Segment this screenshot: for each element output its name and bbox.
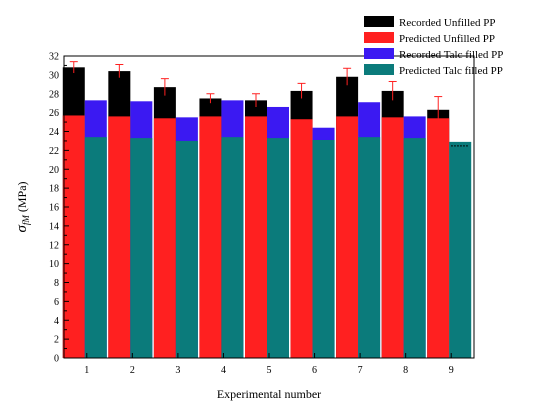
x-tick-label: 4 [221, 365, 226, 376]
y-tick-label: 6 [54, 297, 59, 308]
legend-label: Predicted Unfilled PP [399, 33, 495, 45]
y-tick-label: 18 [49, 184, 59, 195]
bar-predicted-unfilled [336, 116, 359, 359]
legend: Recorded Unfilled PP Predicted Unfilled P… [364, 16, 503, 77]
y-axis-title: σfM (MPa) [14, 181, 31, 232]
error-bars-layer [69, 61, 443, 124]
y-tick-label: 28 [49, 89, 59, 100]
y-tick-label: 32 [49, 52, 59, 63]
bar-predicted-talc [267, 138, 289, 358]
x-tick-label: 6 [312, 365, 317, 376]
bar-predicted-talc [358, 137, 381, 358]
x-tick-label: 1 [84, 365, 89, 376]
legend-label: Recorded Unfilled PP [399, 17, 496, 29]
legend-swatch [364, 32, 394, 43]
legend-label: Predicted Talc filled PP [399, 65, 503, 77]
x-tick-label: 3 [175, 365, 180, 376]
y-tick-label: 4 [54, 316, 59, 327]
bar-predicted-talc [175, 140, 198, 358]
y-tick-label: 26 [49, 108, 59, 119]
bar-predicted-talc [221, 137, 244, 358]
legend-swatch [364, 16, 394, 27]
bar-predicted-talc [84, 137, 107, 358]
bar-predicted-unfilled [427, 118, 450, 358]
x-axis-title: Experimental number [217, 387, 321, 401]
bar-predicted-unfilled [108, 116, 131, 359]
y-tick-label: 14 [49, 221, 59, 232]
bar-predicted-unfilled [245, 116, 267, 359]
y-tick-label: 30 [49, 70, 59, 81]
bar-predicted-unfilled [381, 117, 404, 358]
y-axis-title-symbol: σ [14, 225, 30, 233]
y-tick-label: 16 [49, 203, 59, 214]
y-tick-label: 2 [54, 335, 59, 346]
y-tick-label: 24 [49, 127, 59, 138]
y-tick-label: 12 [49, 240, 59, 251]
x-tick-label: 9 [449, 365, 454, 376]
legend-label: Recorded Talc filled PP [399, 49, 503, 61]
y-tick-label: 0 [54, 354, 59, 365]
bar-predicted-talc [312, 139, 335, 358]
bar-predicted-talc [130, 138, 153, 358]
y-tick-label: 20 [49, 165, 59, 176]
x-tick-label: 2 [130, 365, 135, 376]
legend-swatch [364, 48, 394, 59]
y-tick-label: 22 [49, 146, 59, 157]
bar-predicted-unfilled [62, 115, 85, 358]
x-tick-label: 8 [403, 365, 408, 376]
bar-predicted-unfilled [290, 119, 313, 358]
y-tick-label: 8 [54, 278, 59, 289]
y-tick-label: 10 [49, 259, 59, 270]
x-tick-label: 5 [267, 365, 272, 376]
x-axis: 1 2 3 4 5 6 7 8 9 [84, 353, 454, 376]
bar-predicted-unfilled [199, 116, 222, 359]
bar-predicted-unfilled [153, 118, 176, 358]
y-axis-title-unit: (MPa) [15, 181, 29, 212]
bar-predicted-talc [403, 138, 426, 358]
bar-predicted-talc [449, 141, 472, 358]
x-tick-label: 7 [358, 365, 363, 376]
y-axis-title-subscript: fM [21, 215, 31, 226]
bars-layer [62, 67, 472, 359]
legend-swatch [364, 64, 394, 75]
